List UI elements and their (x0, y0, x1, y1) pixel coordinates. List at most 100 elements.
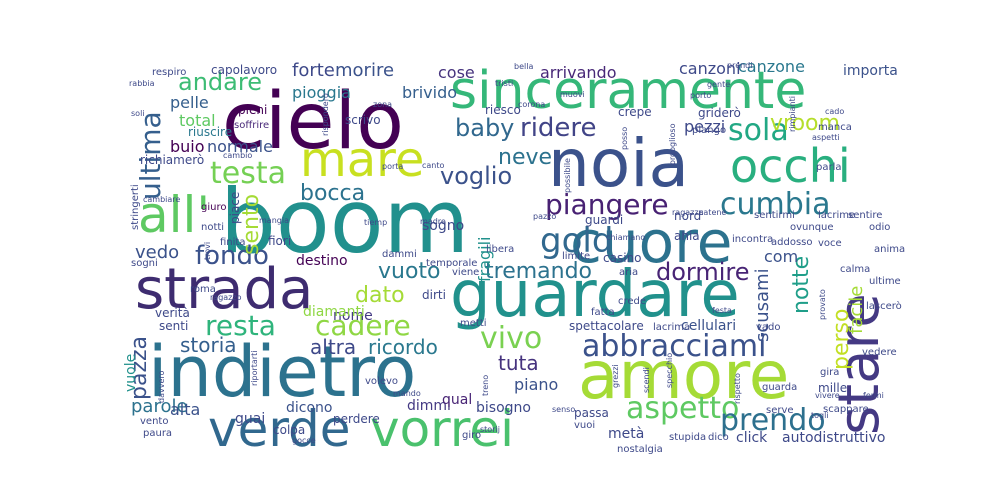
word-fermi: fermi (863, 391, 884, 400)
word-vivere: vivere (815, 391, 840, 400)
word-serve: serve (766, 405, 794, 416)
word-perso: perso (829, 309, 854, 370)
word-gold: gold (540, 221, 613, 261)
word-ragazzo: ragazzo (210, 293, 242, 302)
word-pazzo: pazzo (533, 212, 556, 221)
word-gocce: gocce (292, 436, 316, 445)
word-pazza: pazza (127, 336, 152, 400)
word-neve: neve (498, 145, 552, 170)
word-facile: facile (846, 286, 867, 334)
word-anima: anima (874, 244, 905, 255)
word-gente: gente (707, 80, 730, 89)
word-stringerti: stringerti (130, 184, 141, 230)
word-vivo: vivo (480, 321, 542, 356)
word-guarda: guarda (762, 382, 797, 393)
word-giuro: giuro (201, 202, 226, 213)
word-total: total (179, 111, 216, 130)
word-perdere: perdere (333, 412, 380, 426)
word-cado: cado (825, 107, 844, 116)
word-corona: corona (518, 100, 545, 109)
word-ricordo: ricordo (368, 335, 438, 359)
word-roma: roma (190, 284, 216, 295)
word-mille: mille (818, 381, 847, 395)
word-tiemp: tiemp (364, 218, 387, 227)
word-strada: strada (135, 257, 313, 322)
word-sogni: sogni (131, 258, 158, 269)
word-odio: odio (869, 222, 890, 233)
word-togli: togli (811, 411, 829, 420)
word-noia: noia (548, 125, 689, 202)
word-sentirmi: sentirmi (754, 210, 795, 221)
word-verde: verde (208, 400, 351, 458)
word-sogno: sogno (422, 218, 464, 234)
word-porto: porto (690, 91, 711, 100)
word-soli: soli (131, 109, 145, 118)
word-rispetto: rispetto (733, 373, 742, 404)
word-richiamerò: richiamerò (140, 153, 204, 167)
word-tristi: tristi (495, 79, 513, 88)
word-metti: metti (460, 318, 487, 329)
word-sinceramente: sinceramente (450, 61, 806, 121)
word-baby: baby (455, 114, 514, 142)
word-vado: vado (756, 322, 781, 333)
word-forte: forte (292, 60, 335, 81)
word-tremando: tremando (485, 259, 592, 284)
word-calma: calma (840, 264, 870, 275)
word-scappare: scappare (823, 404, 869, 415)
word-mare: mare (300, 132, 424, 188)
word-amore: amore (578, 337, 789, 414)
word-catene: catene (699, 208, 726, 217)
word-indietro: indietro (148, 331, 416, 413)
word-aspetto: aspetto (626, 391, 739, 426)
word-pieni: pieni (238, 103, 267, 117)
word-andare: andare (178, 68, 262, 96)
word-riesco: riesco (485, 103, 521, 117)
word-dato: dato (355, 283, 405, 308)
word-importa: importa (843, 63, 898, 79)
word-vedere: vedere (862, 347, 897, 358)
word-verità: verità (155, 306, 190, 320)
word-arrivando: arrivando (540, 63, 616, 82)
word-qual: qual (442, 392, 472, 408)
word-risponderò: risponderò (320, 93, 330, 136)
word-fragili: fragili (475, 236, 494, 282)
word-zona: zona (373, 100, 392, 109)
word-cose: cose (438, 63, 475, 82)
word-prendi: prendi (727, 61, 752, 70)
word-fiori: fiori (268, 234, 291, 248)
word-respiro: respiro (152, 67, 186, 78)
word-voce: voce (818, 238, 842, 249)
word-chiamano: chiamano (606, 233, 645, 242)
word-stare: stare (827, 293, 892, 435)
word-pioggia: pioggia (292, 83, 351, 102)
word-dimmi: dimmi (407, 398, 451, 414)
word-morire: morire (335, 60, 394, 81)
word-notte: notte (789, 256, 814, 314)
word-ahia: ahia (674, 229, 700, 243)
word-temporale: temporale (426, 258, 477, 269)
word-dormire: dormire (656, 258, 750, 286)
word-brivido: brivido (402, 83, 457, 102)
word-vuole: vuole (123, 354, 139, 392)
word-piace: piace (228, 192, 242, 224)
word-capolavoro: capolavoro (211, 63, 277, 77)
word-aspetti: aspetti (812, 133, 840, 142)
word-nostalgia: nostalgia (617, 444, 663, 455)
word-viene: viene (452, 267, 479, 278)
word-vorrei: vorrei (370, 400, 514, 458)
word-cadere: cadere (315, 309, 411, 342)
word-cielo: cielo (222, 77, 404, 167)
word-all: all' (138, 186, 210, 244)
word-guardi: guardi (585, 213, 623, 227)
word-resta: resta (205, 309, 276, 342)
word-posso: posso (620, 127, 629, 150)
word-orgoglioso: orgoglioso (668, 123, 677, 165)
word-abbracciami: abbracciami (582, 329, 766, 364)
word-nome: nome (333, 308, 373, 324)
word-muovi: muovi (560, 90, 585, 99)
word-autodistruttivo: autodistruttivo (782, 430, 885, 446)
word-madre: madre (420, 217, 446, 226)
